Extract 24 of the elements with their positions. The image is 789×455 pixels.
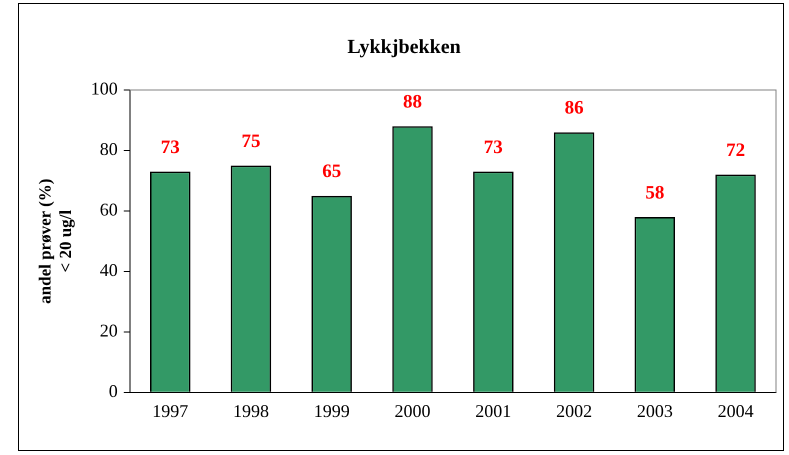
x-tick-label: 2001	[475, 400, 512, 421]
data-label: 58	[645, 182, 664, 204]
y-axis-title: andel prøver (%) < 20 ug/l	[36, 178, 75, 304]
y-tick-label: 60	[100, 200, 118, 220]
data-label: 88	[403, 92, 422, 113]
x-tick-label: 2003	[636, 400, 673, 421]
x-tick-label: 2000	[394, 400, 431, 421]
x-tick-label: 2004	[718, 400, 754, 421]
x-tick-label: 1999	[314, 400, 350, 421]
y-tick-label: 80	[100, 139, 118, 160]
data-label: 73	[484, 137, 503, 158]
data-label: 65	[322, 161, 342, 182]
data-label: 72	[726, 140, 746, 162]
y-tick-label: 20	[100, 320, 118, 341]
y-tick-label: 100	[90, 78, 118, 99]
y-tick-label: 0	[108, 381, 118, 402]
data-label: 86	[564, 98, 584, 119]
x-tick-label: 1997	[152, 400, 188, 421]
y-tick-label: 40	[100, 260, 118, 280]
x-tick-label: 2002	[556, 400, 592, 421]
data-label: 73	[160, 137, 180, 158]
data-label: 75	[241, 131, 260, 152]
chart-title: Lykkjbekken	[347, 36, 461, 58]
x-tick-label: 1998	[232, 400, 269, 421]
